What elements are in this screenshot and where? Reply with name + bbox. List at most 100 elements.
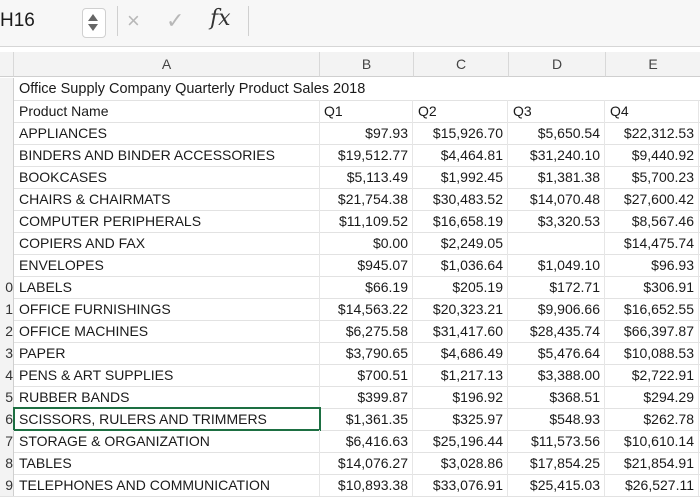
- q2-cell[interactable]: $16,658.19: [414, 210, 508, 232]
- column-header-b[interactable]: B: [320, 52, 414, 77]
- product-name-cell[interactable]: APPLIANCES: [14, 122, 320, 144]
- row-header[interactable]: 9: [0, 474, 14, 496]
- q4-cell[interactable]: $294.29: [606, 386, 699, 408]
- enter-icon[interactable]: ✓: [166, 8, 185, 33]
- q2-cell[interactable]: $4,464.81: [414, 144, 508, 166]
- q4-cell[interactable]: $16,652.55: [606, 298, 699, 320]
- q4-cell[interactable]: $21,854.91: [606, 452, 699, 474]
- name-box-stepper[interactable]: [82, 8, 106, 38]
- q2-cell[interactable]: $33,076.91: [414, 474, 508, 496]
- q1-cell[interactable]: $6,416.63: [320, 430, 413, 452]
- q4-cell[interactable]: $8,567.46: [606, 210, 699, 232]
- q1-cell[interactable]: $700.51: [320, 364, 413, 386]
- column-header-e[interactable]: E: [606, 52, 700, 77]
- product-name-cell[interactable]: COPIERS AND FAX: [14, 232, 320, 254]
- q1-cell[interactable]: $10,893.38: [320, 474, 413, 496]
- column-header-c[interactable]: C: [414, 52, 509, 77]
- row-header[interactable]: [0, 78, 14, 100]
- q1-cell[interactable]: $0.00: [320, 232, 413, 254]
- chevron-up-icon[interactable]: [88, 14, 98, 21]
- header-q2-cell[interactable]: Q2: [414, 100, 508, 122]
- q1-cell[interactable]: $66.19: [320, 276, 413, 298]
- header-q3-cell[interactable]: Q3: [509, 100, 605, 122]
- row-header[interactable]: [0, 188, 14, 210]
- row-header[interactable]: [0, 122, 14, 144]
- product-name-cell[interactable]: BOOKCASES: [14, 166, 320, 188]
- product-name-cell[interactable]: RUBBER BANDS: [14, 386, 320, 408]
- q2-cell[interactable]: $1,036.64: [414, 254, 508, 276]
- q4-cell[interactable]: $96.93: [606, 254, 699, 276]
- q1-cell[interactable]: $14,563.22: [320, 298, 413, 320]
- q3-cell[interactable]: $5,476.64: [509, 342, 605, 364]
- product-name-cell[interactable]: PAPER: [14, 342, 320, 364]
- q1-cell[interactable]: $3,790.65: [320, 342, 413, 364]
- product-name-cell[interactable]: SCISSORS, RULERS AND TRIMMERS: [13, 407, 321, 431]
- product-name-cell[interactable]: COMPUTER PERIPHERALS: [14, 210, 320, 232]
- q2-cell[interactable]: $1,217.13: [414, 364, 508, 386]
- q2-cell[interactable]: $2,249.05: [414, 232, 508, 254]
- q3-cell[interactable]: $5,650.54: [509, 122, 605, 144]
- q2-cell[interactable]: $31,417.60: [414, 320, 508, 342]
- chevron-down-icon[interactable]: [88, 24, 98, 31]
- q4-cell[interactable]: $5,700.23: [606, 166, 699, 188]
- row-header[interactable]: 2: [0, 320, 14, 342]
- q4-cell[interactable]: $10,088.53: [606, 342, 699, 364]
- row-header[interactable]: 8: [0, 452, 14, 474]
- q2-cell[interactable]: $3,028.86: [414, 452, 508, 474]
- q1-cell[interactable]: $6,275.58: [320, 320, 413, 342]
- q3-cell[interactable]: $3,320.53: [509, 210, 605, 232]
- product-name-cell[interactable]: BINDERS AND BINDER ACCESSORIES: [14, 144, 320, 166]
- q3-cell[interactable]: $11,573.56: [509, 430, 605, 452]
- q2-cell[interactable]: $25,196.44: [414, 430, 508, 452]
- row-header[interactable]: 7: [0, 430, 14, 452]
- row-header[interactable]: [0, 100, 14, 122]
- header-q1-cell[interactable]: Q1: [320, 100, 413, 122]
- q4-cell[interactable]: $9,440.92: [606, 144, 699, 166]
- q3-cell[interactable]: [509, 232, 605, 254]
- q3-cell[interactable]: $1,381.38: [509, 166, 605, 188]
- q3-cell[interactable]: $14,070.48: [509, 188, 605, 210]
- row-header[interactable]: [0, 144, 14, 166]
- q3-cell[interactable]: $548.93: [509, 408, 605, 430]
- product-name-cell[interactable]: CHAIRS & CHAIRMATS: [14, 188, 320, 210]
- product-name-cell[interactable]: ENVELOPES: [14, 254, 320, 276]
- q1-cell[interactable]: $11,109.52: [320, 210, 413, 232]
- row-header[interactable]: [0, 166, 14, 188]
- q3-cell[interactable]: $172.71: [509, 276, 605, 298]
- header-q4-cell[interactable]: Q4: [606, 100, 699, 122]
- q3-cell[interactable]: $31,240.10: [509, 144, 605, 166]
- name-box[interactable]: H16: [0, 10, 35, 31]
- q4-cell[interactable]: $22,312.53: [606, 122, 699, 144]
- q1-cell[interactable]: $14,076.27: [320, 452, 413, 474]
- q3-cell[interactable]: $9,906.66: [509, 298, 605, 320]
- q4-cell[interactable]: $262.78: [606, 408, 699, 430]
- q3-cell[interactable]: $28,435.74: [509, 320, 605, 342]
- product-name-cell[interactable]: TELEPHONES AND COMMUNICATION: [14, 474, 320, 496]
- select-all-corner[interactable]: [0, 52, 14, 77]
- q1-cell[interactable]: $21,754.38: [320, 188, 413, 210]
- q2-cell[interactable]: $1,992.45: [414, 166, 508, 188]
- q3-cell[interactable]: $1,049.10: [509, 254, 605, 276]
- column-header-d[interactable]: D: [509, 52, 606, 77]
- q4-cell[interactable]: $14,475.74: [606, 232, 699, 254]
- column-header-a[interactable]: A: [14, 52, 320, 77]
- q2-cell[interactable]: $325.97: [414, 408, 508, 430]
- q4-cell[interactable]: $66,397.87: [606, 320, 699, 342]
- product-name-cell[interactable]: TABLES: [14, 452, 320, 474]
- q2-cell[interactable]: $196.92: [414, 386, 508, 408]
- q2-cell[interactable]: $205.19: [414, 276, 508, 298]
- product-name-cell[interactable]: STORAGE & ORGANIZATION: [14, 430, 320, 452]
- product-name-cell[interactable]: LABELS: [14, 276, 320, 298]
- q4-cell[interactable]: $27,600.42: [606, 188, 699, 210]
- product-name-cell[interactable]: OFFICE FURNISHINGS: [14, 298, 320, 320]
- product-name-cell[interactable]: PENS & ART SUPPLIES: [14, 364, 320, 386]
- row-header[interactable]: 0: [0, 276, 14, 298]
- sheet-title-cell[interactable]: Office Supply Company Quarterly Product …: [19, 81, 366, 97]
- cancel-icon[interactable]: ×: [127, 8, 140, 33]
- row-header[interactable]: [0, 254, 14, 276]
- q1-cell[interactable]: $1,361.35: [320, 408, 413, 430]
- header-product-cell[interactable]: Product Name: [14, 100, 320, 122]
- q3-cell[interactable]: $25,415.03: [509, 474, 605, 496]
- product-name-cell[interactable]: OFFICE MACHINES: [14, 320, 320, 342]
- q1-cell[interactable]: $97.93: [320, 122, 413, 144]
